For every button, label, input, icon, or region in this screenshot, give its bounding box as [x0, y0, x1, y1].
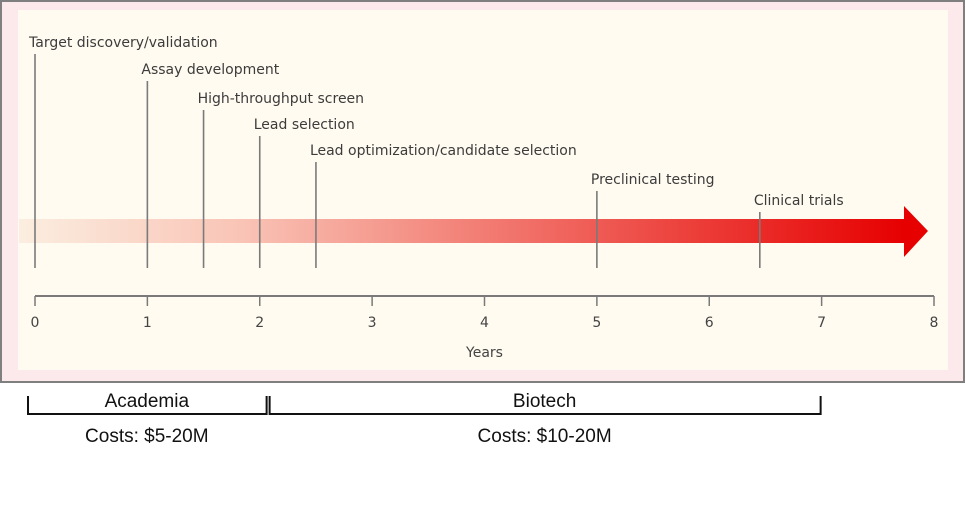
x-tick-label: 7	[817, 315, 826, 331]
phase-cost: Costs: $10-20M	[477, 426, 612, 447]
phase-label: Biotech	[512, 391, 577, 412]
milestone-label: Lead optimization/candidate selection	[310, 143, 577, 159]
figure-panel	[18, 10, 948, 370]
phase-bracket	[268, 396, 822, 415]
milestone-label: Preclinical testing	[591, 172, 715, 188]
milestone-label: Assay development	[141, 62, 279, 78]
progress-arrow-body	[19, 219, 905, 243]
phase-bracket	[27, 396, 268, 415]
phase-cost: Costs: $5-20M	[85, 426, 209, 447]
x-tick-label: 6	[705, 315, 714, 331]
milestone-label: Lead selection	[254, 117, 355, 133]
x-tick-label: 3	[368, 315, 377, 331]
progress-arrowhead	[904, 206, 928, 257]
x-tick-label: 1	[143, 315, 152, 331]
x-tick-label: 0	[31, 315, 40, 331]
phase-label: Academia	[104, 391, 190, 412]
milestone-label: Target discovery/validation	[28, 35, 218, 51]
x-axis-title: Years	[465, 345, 503, 361]
x-tick-label: 5	[592, 315, 601, 331]
x-tick-label: 8	[930, 315, 939, 331]
milestone-label: Clinical trials	[754, 193, 844, 209]
x-tick-label: 2	[255, 315, 264, 331]
x-tick-label: 4	[480, 315, 489, 331]
milestone-label: High-throughput screen	[198, 91, 364, 107]
